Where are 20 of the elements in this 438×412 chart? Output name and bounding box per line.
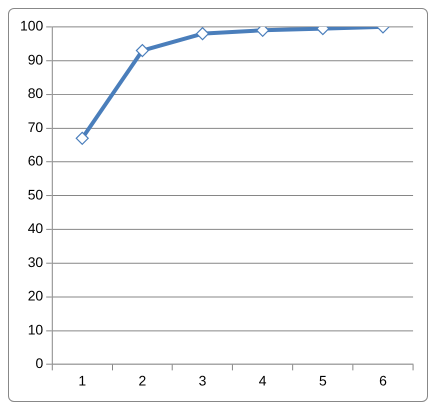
y-tick-label: 70 xyxy=(28,118,44,135)
y-tick-label: 60 xyxy=(28,152,44,169)
y-tick-label: 50 xyxy=(28,186,44,202)
x-tick-label: 5 xyxy=(318,372,327,389)
x-tick-label: 3 xyxy=(198,372,207,389)
y-tick-label: 30 xyxy=(28,254,44,270)
point xyxy=(196,27,210,40)
y-tick-label: 20 xyxy=(28,288,44,304)
x-tick-label: 1 xyxy=(78,372,86,389)
y-tick-label: 10 xyxy=(28,321,44,338)
y-tick-label: 0 xyxy=(35,355,44,372)
y-tick-label: 40 xyxy=(28,220,44,236)
x-tick-label: 6 xyxy=(379,372,388,389)
x-tick-label: 2 xyxy=(138,372,147,389)
point xyxy=(76,132,89,145)
x-tick-label: 4 xyxy=(258,372,267,389)
y-tick-label: 100 xyxy=(20,18,44,34)
y-tick-label: 80 xyxy=(28,85,44,102)
y-tick-label: 90 xyxy=(28,52,44,68)
point xyxy=(136,44,149,58)
